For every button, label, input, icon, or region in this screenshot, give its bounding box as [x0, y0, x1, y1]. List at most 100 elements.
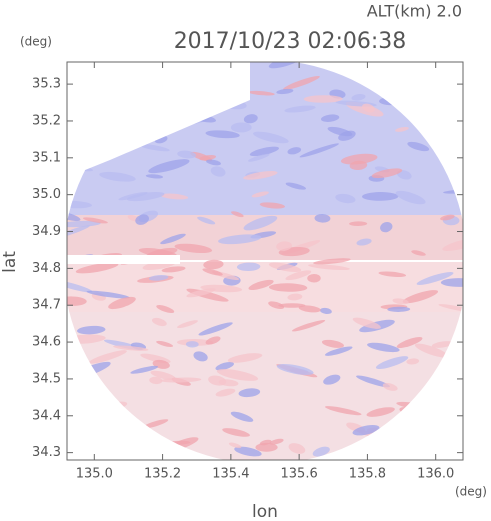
- radar-texture: [338, 130, 356, 141]
- radar-texture: [142, 419, 169, 429]
- radar-texture: [276, 241, 292, 251]
- radar-texture: [227, 353, 263, 363]
- radar-texture: [216, 369, 259, 381]
- radar-texture: [248, 279, 274, 290]
- radar-texture: [67, 391, 84, 404]
- radar-texture: [126, 192, 165, 202]
- radar-texture: [436, 149, 463, 165]
- radar-texture: [218, 379, 239, 387]
- radar-texture: [177, 150, 197, 159]
- y-tick-label: 34.9: [32, 224, 61, 239]
- y-tick-label: 34.5: [32, 371, 61, 386]
- radar-texture: [156, 304, 175, 313]
- radar-texture: [138, 144, 170, 152]
- radar-texture: [151, 317, 167, 327]
- radar-texture: [148, 274, 169, 281]
- radar-texture: [197, 216, 216, 225]
- radar-texture: [414, 343, 449, 358]
- radar-texture: [67, 220, 101, 228]
- radar-texture: [145, 174, 164, 179]
- radar-texture: [259, 439, 272, 446]
- radar-texture: [67, 392, 85, 400]
- radar-texture: [161, 266, 186, 273]
- radar-texture: [99, 171, 136, 182]
- radar-texture: [285, 182, 307, 190]
- radar-texture: [431, 341, 454, 348]
- radar-texture: [75, 262, 119, 274]
- radar-texture: [160, 233, 186, 245]
- radar-texture: [407, 141, 430, 152]
- radar-texture: [396, 337, 423, 349]
- radar-texture: [445, 425, 463, 436]
- radar-texture: [202, 268, 223, 276]
- radar-texture: [367, 342, 400, 353]
- radar-texture: [312, 446, 330, 457]
- radar-texture: [419, 442, 455, 453]
- x-tick-label: 135.6: [281, 467, 318, 482]
- radar-texture: [130, 365, 159, 374]
- radar-texture: [243, 114, 258, 124]
- radar-texture: [268, 301, 285, 310]
- radar-texture: [67, 413, 79, 424]
- radar-texture: [148, 159, 190, 174]
- radar-texture: [215, 388, 236, 397]
- radar-texture: [113, 345, 149, 351]
- radar-texture: [86, 290, 130, 299]
- radar-texture: [205, 130, 240, 139]
- radar-texture: [102, 428, 140, 438]
- radar-texture: [320, 114, 340, 122]
- radar-texture: [375, 356, 409, 370]
- radar-texture: [253, 131, 289, 144]
- radar-texture: [361, 192, 399, 201]
- radar-texture: [132, 452, 155, 460]
- radar-texture: [243, 215, 278, 231]
- y-tick-label: 34.6: [32, 335, 61, 350]
- radar-texture: [446, 56, 466, 61]
- radar-texture: [369, 433, 397, 441]
- radar-texture: [324, 346, 353, 356]
- radar-texture: [405, 437, 442, 450]
- radar-texture: [285, 270, 312, 281]
- radar-field: [67, 51, 466, 460]
- radar-texture: [287, 147, 302, 155]
- radar-texture: [82, 217, 108, 224]
- y-tick-label: 34.8: [32, 261, 61, 276]
- radar-texture: [382, 383, 398, 391]
- x-tick-label: 135.0: [76, 467, 113, 482]
- radar-texture: [356, 375, 390, 388]
- radar-texture: [443, 189, 463, 194]
- radar-texture: [67, 200, 93, 209]
- radar-texture: [259, 202, 286, 209]
- radar-texture: [352, 317, 381, 329]
- radar-texture: [313, 258, 351, 265]
- radar-texture: [100, 427, 122, 434]
- y-tick-label: 35.0: [32, 187, 61, 202]
- radar-texture: [371, 168, 403, 179]
- radar-texture: [287, 293, 303, 301]
- radar-texture: [67, 279, 93, 293]
- radar-texture: [380, 222, 393, 233]
- radar-texture: [362, 103, 375, 113]
- radar-texture: [67, 429, 82, 441]
- altitude-label: ALT(km) 2.0: [367, 2, 462, 21]
- radar-texture: [230, 122, 252, 133]
- radar-texture: [67, 434, 94, 446]
- radar-texture: [108, 296, 136, 310]
- radar-texture: [351, 93, 366, 101]
- chart-title: 2017/10/23 02:06:38: [174, 29, 407, 54]
- radar-texture: [228, 442, 242, 449]
- radar-texture: [416, 272, 454, 285]
- radar-texture: [77, 325, 106, 335]
- radar-texture: [319, 307, 332, 315]
- radar-texture: [249, 146, 280, 157]
- radar-texture: [79, 431, 107, 438]
- radar-texture: [349, 160, 368, 171]
- radar-texture: [401, 411, 432, 424]
- radar-texture: [243, 171, 278, 180]
- radar-texture: [440, 214, 455, 221]
- plot-frame: [66, 61, 464, 461]
- radar-texture: [109, 51, 149, 61]
- radar-texture: [160, 377, 202, 383]
- radar-texture: [174, 243, 213, 254]
- radar-texture: [278, 303, 306, 308]
